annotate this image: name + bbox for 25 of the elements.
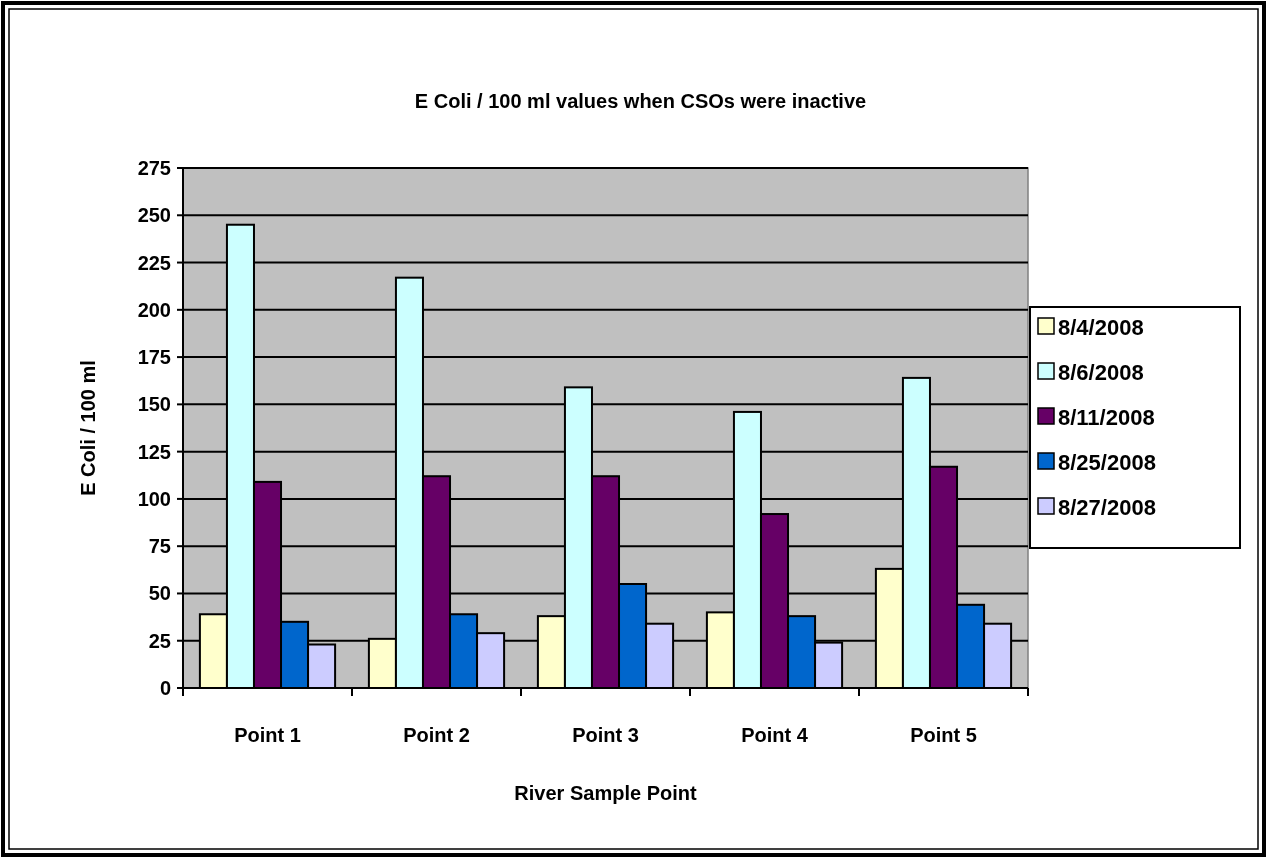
y-tick-label: 100 (137, 487, 171, 510)
x-tick-label: Point 2 (403, 724, 470, 746)
y-tick-label: 250 (137, 204, 171, 227)
x-tick-label: Point 4 (741, 724, 809, 746)
legend-label: 8/4/2008 (1058, 314, 1144, 340)
y-tick-label: 225 (137, 251, 171, 274)
legend-label: 8/6/2008 (1058, 359, 1144, 385)
y-tick-label: 0 (159, 677, 171, 699)
legend-label: 8/11/2008 (1058, 404, 1155, 430)
legend-label: 8/25/2008 (1058, 449, 1156, 475)
y-tick-label: 75 (148, 535, 171, 558)
x-tick-label: Point 5 (910, 724, 977, 746)
y-tick-label: 50 (148, 582, 171, 605)
y-tick-label: 175 (137, 346, 171, 369)
y-tick-label: 150 (137, 393, 171, 416)
y-tick-label: 125 (137, 440, 171, 463)
y-tick-label: 275 (137, 157, 171, 179)
x-tick-label: Point 1 (234, 724, 301, 746)
y-axis-title: E Coli / 100 ml (77, 360, 99, 496)
x-tick-label: Point 3 (572, 724, 639, 746)
y-tick-label: 200 (137, 298, 171, 321)
x-axis-title: River Sample Point (514, 782, 697, 804)
legend-label: 8/27/2008 (1058, 494, 1156, 520)
y-tick-label: 25 (148, 629, 171, 652)
chart-title: E Coli / 100 ml values when CSOs were inactive (414, 90, 867, 112)
